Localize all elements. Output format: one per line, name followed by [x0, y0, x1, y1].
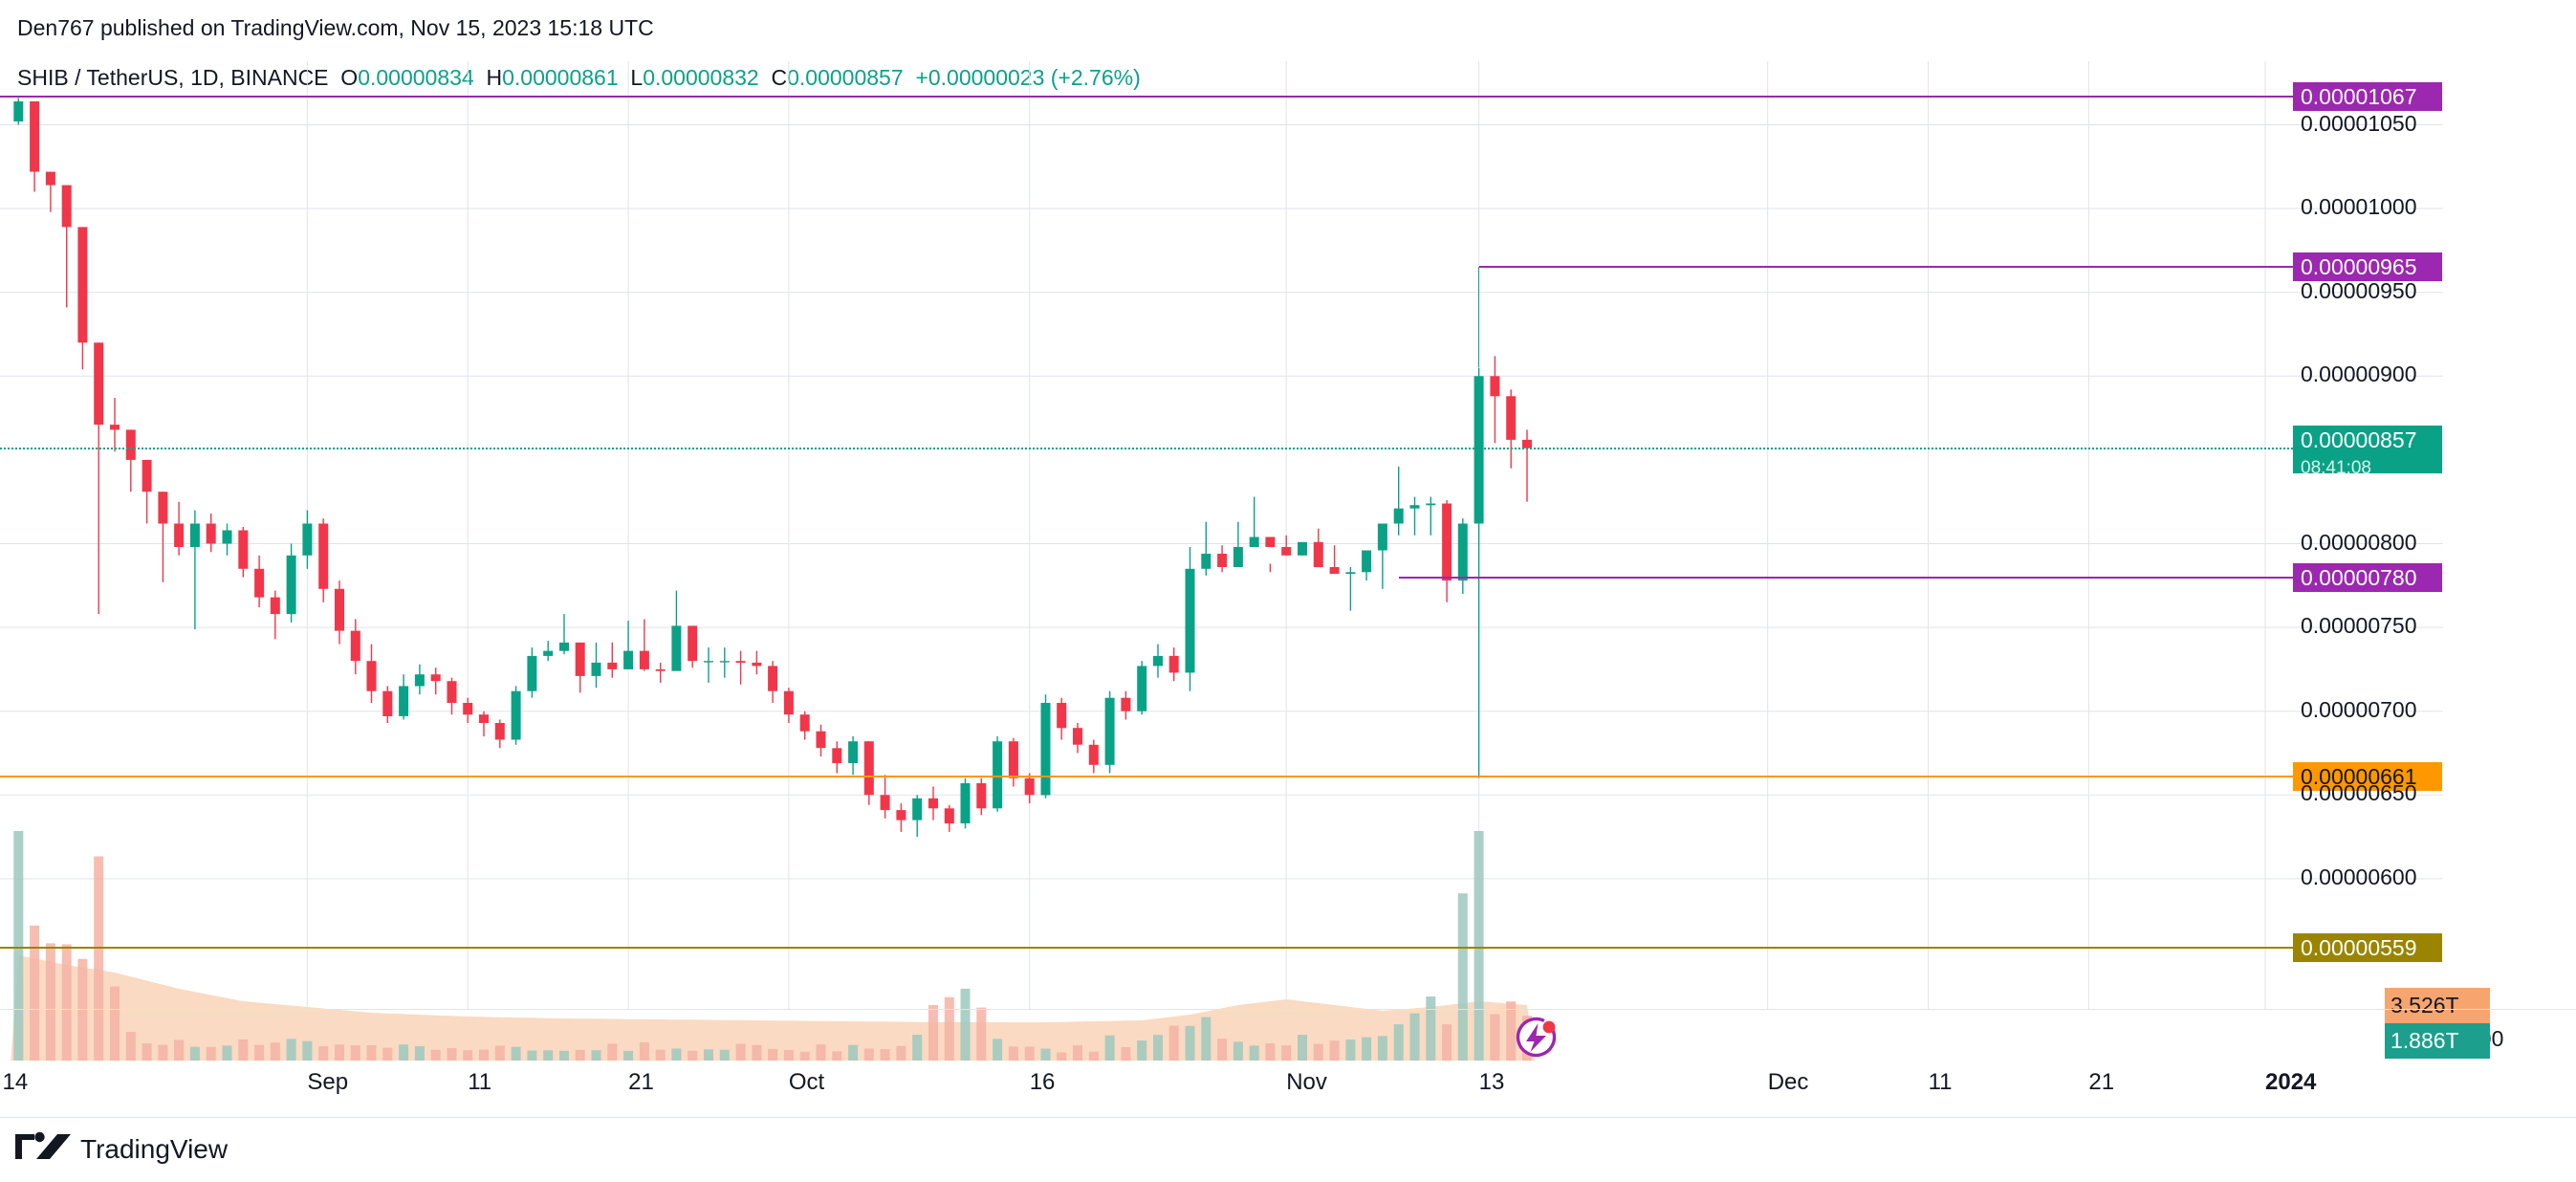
svg-text:TradingView: TradingView: [80, 1134, 229, 1164]
